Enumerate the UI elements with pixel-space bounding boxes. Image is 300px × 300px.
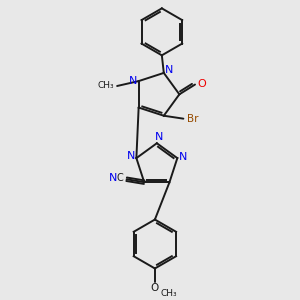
- Text: N: N: [179, 152, 188, 162]
- Text: CH₃: CH₃: [161, 290, 177, 298]
- Text: N: N: [109, 173, 117, 183]
- Text: N: N: [154, 132, 163, 142]
- Text: N: N: [164, 65, 173, 75]
- Text: O: O: [151, 283, 159, 293]
- Text: N: N: [129, 76, 137, 86]
- Text: CH₃: CH₃: [97, 82, 114, 91]
- Text: C: C: [116, 173, 123, 183]
- Text: O: O: [197, 79, 206, 88]
- Text: N: N: [127, 151, 136, 161]
- Text: Br: Br: [188, 114, 199, 124]
